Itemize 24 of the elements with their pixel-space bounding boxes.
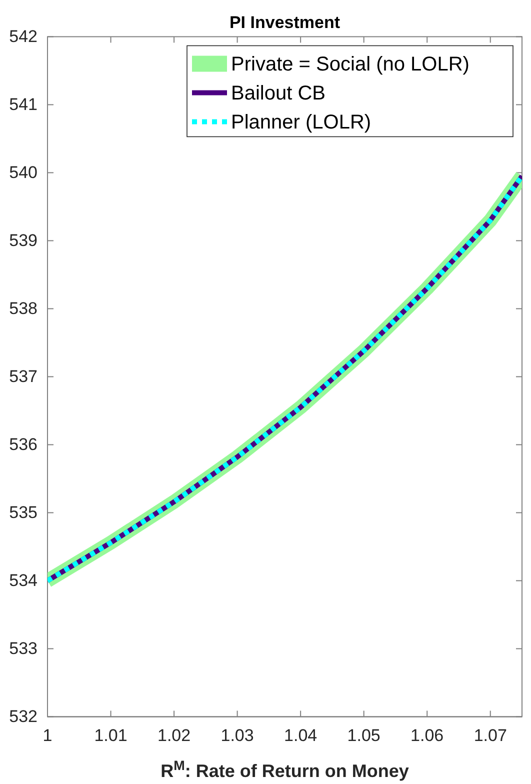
y-tick-label: 534 — [9, 571, 38, 590]
y-tick-label: 536 — [9, 435, 38, 454]
y-tick-label: 542 — [9, 27, 38, 46]
legend-label: Bailout CB — [231, 82, 326, 105]
y-tick-label: 532 — [9, 707, 38, 726]
x-tick-label: 1.07 — [474, 726, 507, 745]
x-tick-label: 1.06 — [410, 726, 444, 745]
y-tick-label: 539 — [9, 231, 38, 250]
y-tick-label: 535 — [9, 503, 38, 522]
x-tick-label: 1 — [42, 726, 52, 745]
y-tick-label: 533 — [9, 639, 38, 658]
x-axis-title: R$^{M}$: Rate of Return on Money — [160, 758, 409, 781]
legend-label: Planner (LOLR) — [231, 112, 372, 134]
y-tick-label: 537 — [9, 367, 38, 386]
y-tick-label: 541 — [9, 95, 38, 114]
x-tick-label: 1.02 — [157, 726, 191, 745]
y-tick-label: 538 — [9, 299, 38, 318]
x-tick-label: 1.04 — [284, 726, 318, 745]
chart-title: PI Investment — [229, 13, 340, 32]
x-tick-label: 1.05 — [347, 726, 380, 745]
y-tick-label: 540 — [9, 163, 38, 182]
legend-label: Private = Social (no LOLR) — [231, 54, 470, 76]
x-tick-label: 1.03 — [220, 726, 254, 745]
x-tick-label: 1.01 — [94, 726, 128, 745]
